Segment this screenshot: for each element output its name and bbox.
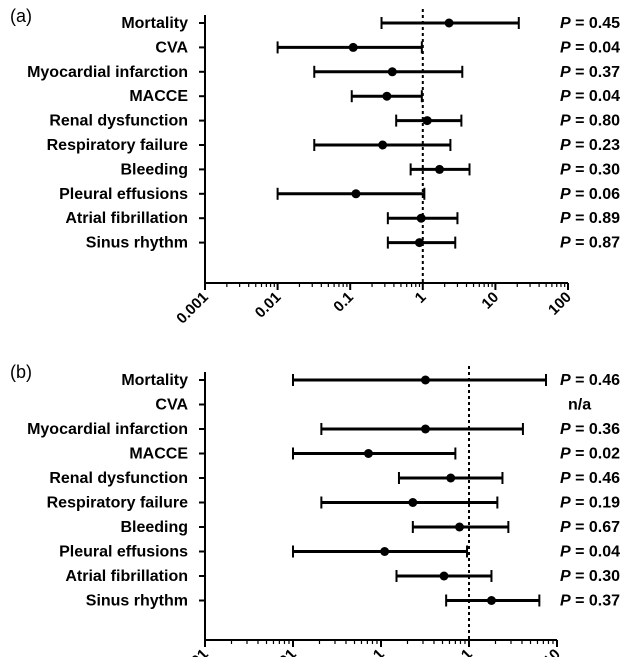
panel-label: (b) — [10, 362, 32, 382]
x-tick-label: 10 — [478, 289, 502, 313]
p-value: n/a — [568, 397, 591, 414]
p-value: P = 0.67 — [560, 519, 620, 536]
point-estimate — [486, 596, 496, 605]
p-value: P = 0.37 — [560, 593, 620, 610]
row-label: Myocardial infarction — [27, 421, 188, 438]
x-tick-label: 0.1 — [361, 646, 388, 657]
p-value: P = 0.06 — [560, 186, 620, 203]
point-estimate — [420, 424, 430, 434]
row-label: Sinus rhythm — [86, 235, 188, 252]
point-estimate — [416, 213, 426, 223]
x-tick-label: 0.1 — [330, 289, 357, 316]
point-estimate — [351, 189, 361, 199]
p-value: P = 0.23 — [560, 137, 620, 154]
row-label: Respiratory failure — [47, 495, 188, 512]
row-label: Mortality — [121, 15, 188, 32]
row-label: Atrial fibrillation — [65, 568, 188, 585]
row-label: Mortality — [121, 372, 188, 389]
x-tick-label: 0.01 — [252, 289, 285, 322]
p-value: P = 0.30 — [560, 568, 620, 585]
row-label: Respiratory failure — [47, 137, 188, 154]
point-estimate — [382, 91, 392, 101]
p-value: P = 0.30 — [560, 161, 620, 178]
row-label: CVA — [155, 39, 188, 56]
point-estimate — [408, 498, 418, 507]
row-label: Pleural effusions — [59, 186, 188, 203]
p-value: P = 0.19 — [560, 495, 620, 512]
row-label: Myocardial infarction — [27, 64, 188, 81]
p-value: P = 0.89 — [560, 210, 620, 227]
x-tick-label: 100 — [545, 289, 575, 319]
row-label: Atrial fibrillation — [65, 210, 188, 227]
x-tick-label: 0.01 — [267, 646, 300, 657]
x-tick-label: 1 — [458, 646, 476, 657]
point-estimate — [348, 42, 358, 52]
row-label: Renal dysfunction — [49, 113, 188, 130]
p-value: P = 0.04 — [560, 88, 620, 105]
row-label: CVA — [155, 397, 188, 414]
row-label: Pleural effusions — [59, 544, 188, 561]
point-estimate — [420, 375, 430, 385]
p-value: P = 0.02 — [560, 446, 620, 463]
x-tick-label: 10 — [540, 646, 564, 657]
row-label: Sinus rhythm — [86, 593, 188, 610]
p-value: P = 0.46 — [560, 372, 620, 389]
point-estimate — [446, 473, 456, 483]
point-estimate — [455, 522, 465, 532]
p-value: P = 0.04 — [560, 544, 620, 561]
forest-panel-a: (a) Mortality CVA Myocardial infarction MACC… — [10, 6, 620, 327]
p-value: P = 0.36 — [560, 421, 620, 438]
point-estimate — [378, 140, 388, 150]
point-estimate — [387, 67, 397, 77]
point-estimate — [422, 116, 432, 126]
p-value: P = 0.80 — [560, 113, 620, 130]
row-label: MACCE — [129, 446, 188, 463]
point-estimate — [380, 547, 390, 556]
row-label: Bleeding — [120, 519, 188, 536]
row-label: Renal dysfunction — [49, 470, 188, 487]
p-value: P = 0.04 — [560, 39, 620, 56]
x-tick-label: 0.001 — [173, 289, 212, 328]
forest-panel-b: (b) Mortality CVA Myocardial infarction MACC… — [10, 362, 620, 657]
x-tick-label: 0.001 — [173, 646, 212, 657]
point-estimate — [363, 449, 373, 458]
point-estimate — [439, 571, 449, 581]
point-estimate — [435, 164, 445, 174]
row-label: Bleeding — [120, 161, 188, 178]
row-label: MACCE — [129, 88, 188, 105]
point-estimate — [444, 18, 454, 28]
p-value: P = 0.45 — [560, 15, 620, 32]
point-estimate — [414, 238, 424, 248]
x-tick-label: 1 — [412, 289, 430, 307]
p-value: P = 0.46 — [560, 470, 620, 487]
p-value: P = 0.37 — [560, 64, 620, 81]
panel-label: (a) — [10, 6, 32, 26]
p-value: P = 0.87 — [560, 235, 620, 252]
